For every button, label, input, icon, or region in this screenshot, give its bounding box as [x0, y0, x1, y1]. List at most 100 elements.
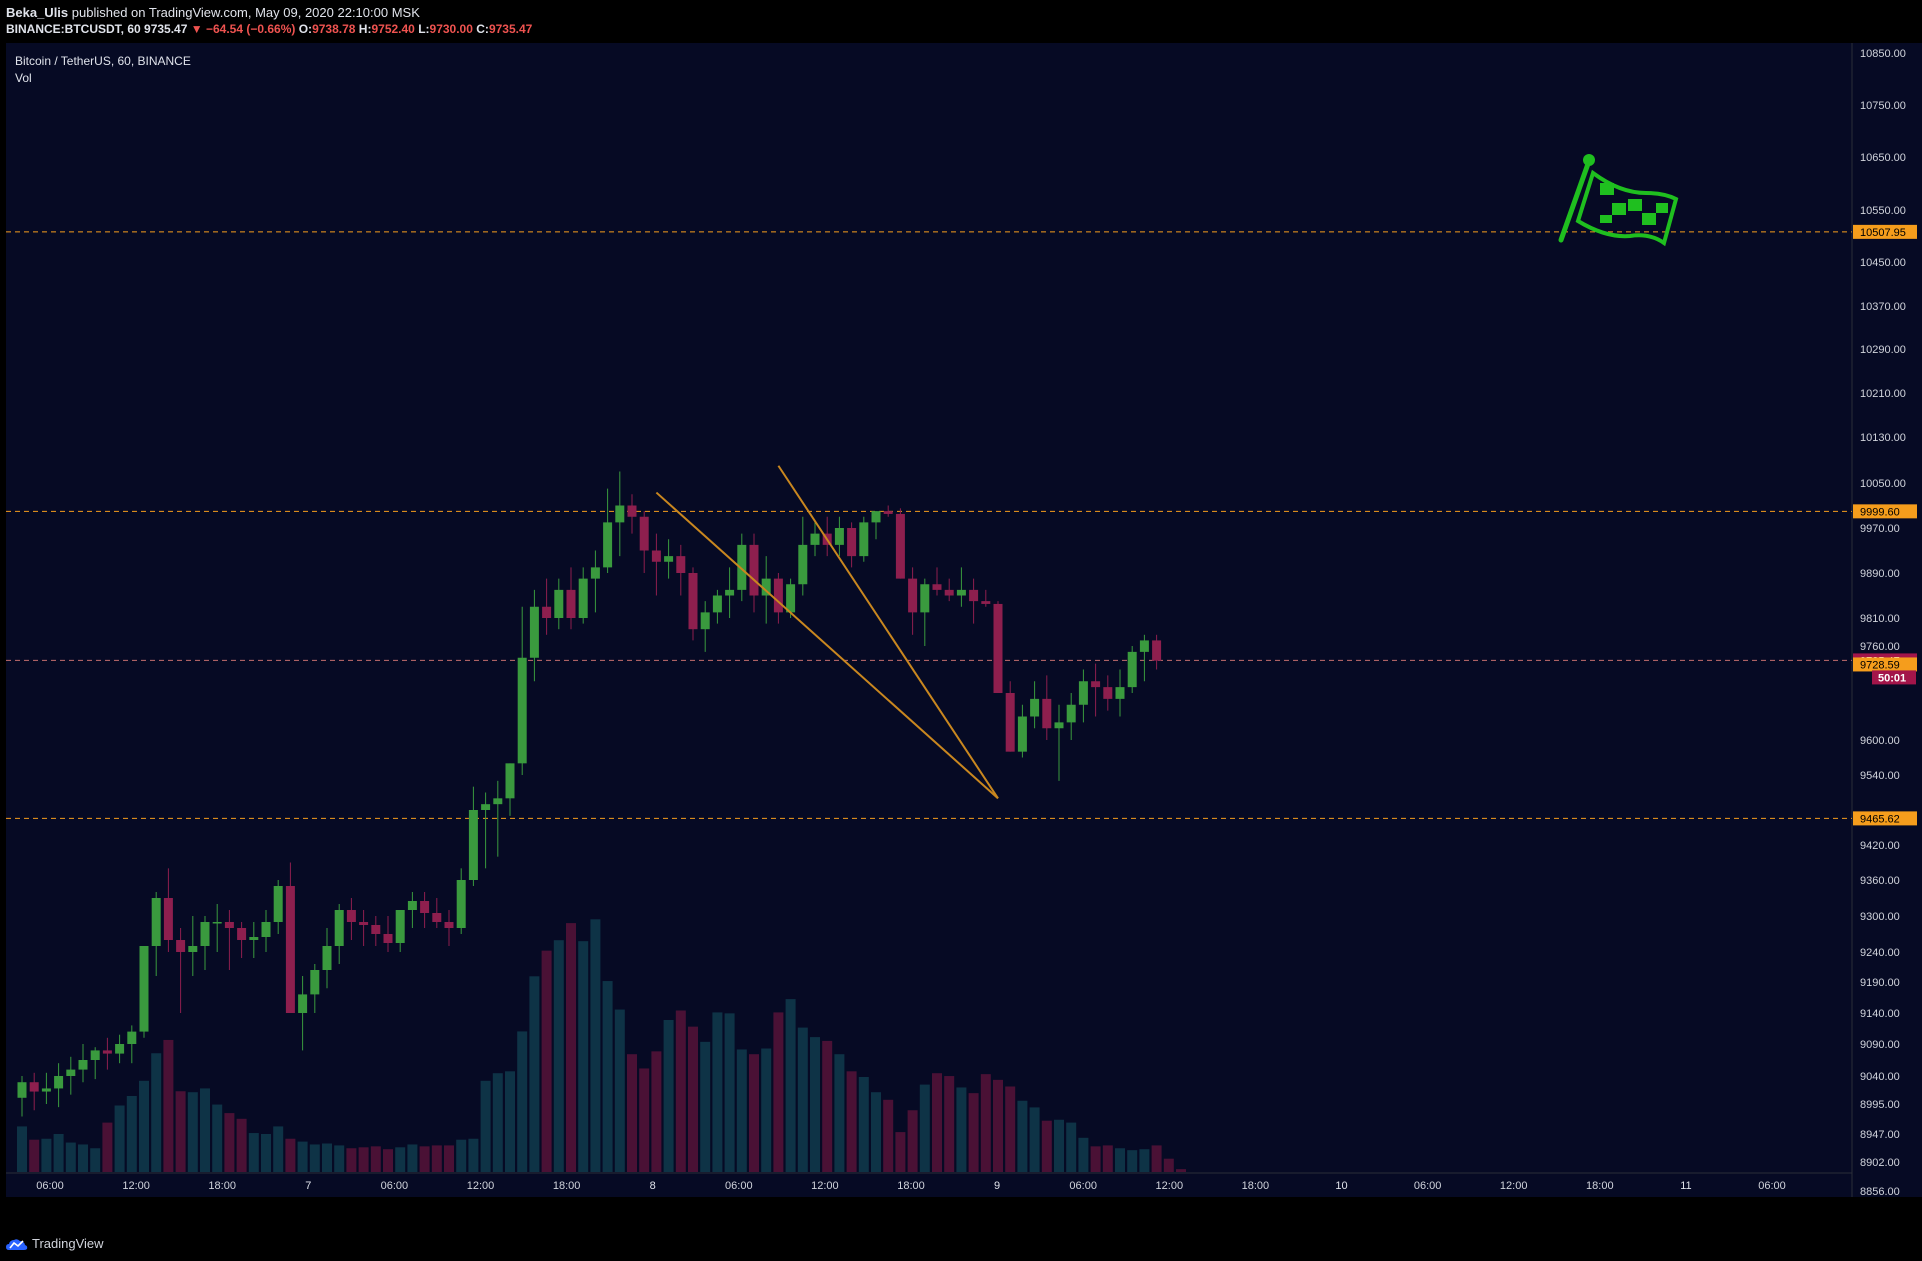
flag-stroke — [1575, 169, 1679, 247]
author-name[interactable]: Beka_Ulis — [6, 5, 69, 20]
candle-body — [627, 505, 637, 517]
candle-body — [139, 946, 149, 1032]
x-tick-label: 9 — [994, 1180, 1000, 1192]
open-value: 9738.78 — [312, 22, 356, 36]
candle-body — [127, 1031, 137, 1044]
volume-bar — [492, 1073, 503, 1172]
volume-bar — [871, 1092, 881, 1172]
flag-check — [1628, 199, 1642, 211]
volume-bar — [578, 941, 589, 1172]
candle-body — [773, 578, 783, 613]
y-tick-label: 10210.00 — [1860, 388, 1906, 400]
y-tick-label: 10650.00 — [1860, 152, 1906, 164]
price-chart[interactable]: 10850.00 10750.00 10650.00 10550.00 10450.00… — [0, 43, 1922, 1223]
volume-bar — [29, 1139, 40, 1172]
open-label: O: — [298, 22, 313, 36]
volume-bar — [822, 1040, 833, 1172]
candle-body — [761, 578, 771, 596]
candle-body — [590, 567, 600, 579]
candle-body — [517, 657, 527, 764]
volume-bar — [261, 1134, 271, 1172]
price-label-text: 9728.59 — [1860, 659, 1900, 671]
volume-bar — [834, 1054, 845, 1172]
x-tick-label: 18:00 — [208, 1180, 236, 1192]
candle-body — [700, 612, 710, 630]
candle-body — [1091, 681, 1101, 688]
candle-body — [810, 533, 820, 545]
volume-bar — [187, 1092, 198, 1172]
volume-bar — [407, 1144, 418, 1172]
x-tick-label: 06:00 — [725, 1180, 753, 1192]
candle-body — [578, 578, 588, 618]
volume-bar — [1176, 1169, 1186, 1172]
candle-body — [163, 898, 173, 940]
candle-body — [664, 556, 674, 562]
y-tick-label: 9890.00 — [1860, 568, 1900, 580]
candle-body — [566, 589, 576, 618]
volume-bar — [932, 1073, 942, 1172]
y-tick-label: 9810.00 — [1860, 613, 1900, 625]
candle-body — [603, 522, 613, 568]
candle-body — [115, 1044, 125, 1054]
candle-body — [90, 1050, 100, 1060]
price-label-text: 9465.62 — [1860, 813, 1900, 825]
volume-bar — [1090, 1146, 1101, 1172]
volume-bar — [956, 1087, 967, 1172]
volume-bar — [639, 1068, 650, 1172]
candle-body — [395, 910, 405, 943]
y-tick-label: 9760.00 — [1860, 641, 1900, 653]
checkered-flag-icon — [1558, 154, 1679, 247]
volume-bar — [65, 1142, 76, 1172]
y-tick-label: 9360.00 — [1860, 875, 1900, 887]
y-tick-label: 9420.00 — [1860, 840, 1900, 852]
last-price: 9735.47 — [144, 22, 188, 36]
close-label: C: — [476, 22, 489, 36]
candle-body — [493, 798, 503, 805]
y-tick-label: 9970.00 — [1860, 523, 1900, 535]
legend-volume: Vol — [15, 71, 32, 85]
flag-check — [1612, 203, 1626, 215]
volume-bar — [1115, 1148, 1125, 1172]
volume-bar — [907, 1110, 918, 1172]
y-tick-label: 8902.00 — [1860, 1157, 1900, 1169]
volume-bar — [1066, 1122, 1077, 1172]
y-tick-label: 8995.00 — [1860, 1099, 1900, 1111]
x-tick-label: 06:00 — [381, 1180, 409, 1192]
volume-bar — [1078, 1137, 1089, 1172]
candle-body — [688, 573, 698, 630]
candle-body — [407, 901, 417, 910]
x-tick-label: 18:00 — [1586, 1180, 1614, 1192]
candle-body — [676, 556, 686, 573]
volume-bar — [370, 1146, 381, 1172]
candle-body — [54, 1076, 64, 1089]
tradingview-logo[interactable]: TradingView — [6, 1236, 104, 1251]
plot-background — [6, 43, 1852, 1197]
candle-body — [883, 511, 893, 514]
high-label: H: — [358, 22, 372, 36]
tradingview-cloud-icon — [6, 1238, 28, 1250]
volume-bar — [53, 1134, 64, 1172]
y-tick-label: 10550.00 — [1860, 205, 1906, 217]
candle-body — [237, 928, 247, 940]
volume-bar — [1005, 1086, 1016, 1172]
price-change: ▼ −64.54 (−0.66%) — [190, 22, 296, 36]
volume-bar — [1054, 1119, 1064, 1172]
x-tick-label: 18:00 — [1242, 1180, 1270, 1192]
publish-info: Beka_Ulis published on TradingView.com, … — [6, 5, 420, 20]
candle-body — [273, 886, 283, 922]
volume-bar — [431, 1145, 442, 1172]
volume-bar — [1041, 1120, 1052, 1172]
candle-body — [786, 584, 796, 613]
candle-body — [41, 1088, 51, 1092]
candle-body — [1127, 651, 1137, 688]
y-tick-label: 10050.00 — [1860, 478, 1906, 490]
candle-body — [249, 937, 259, 940]
volume-bar — [285, 1138, 296, 1172]
candle-body — [481, 804, 491, 810]
volume-bar — [41, 1138, 52, 1172]
x-tick-label: 18:00 — [897, 1180, 925, 1192]
candle-body — [1152, 640, 1162, 661]
candle-body — [798, 544, 808, 585]
candle-body — [615, 505, 625, 523]
price-label-box — [1853, 504, 1917, 519]
